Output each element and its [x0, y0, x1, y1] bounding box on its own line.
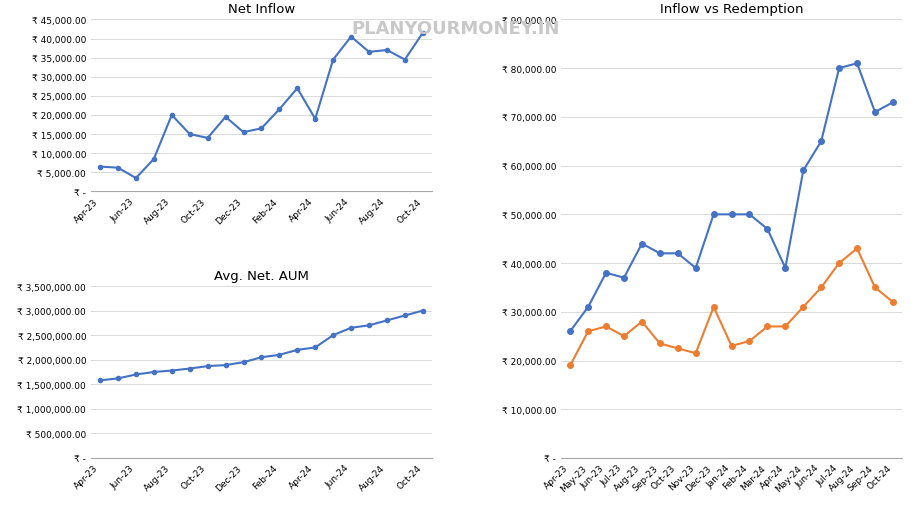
- Title: Net Inflow: Net Inflow: [228, 4, 295, 16]
- Inflow: [798, 168, 809, 174]
- Inflow: [815, 139, 826, 145]
- Inflow: [637, 241, 648, 247]
- Line: Inflow: Inflow: [568, 62, 896, 334]
- Inflow: [852, 61, 863, 67]
- Inflow: [600, 270, 611, 276]
- Redemption: [654, 341, 665, 347]
- Redemption: [637, 319, 648, 325]
- Redemption: [619, 333, 630, 340]
- Redemption: [834, 261, 844, 267]
- Inflow: [744, 212, 755, 218]
- Inflow: [583, 304, 594, 310]
- Redemption: [780, 324, 791, 330]
- Redemption: [726, 343, 737, 349]
- Inflow: [565, 329, 576, 335]
- Redemption: [565, 362, 576, 369]
- Title: Inflow vs Redemption: Inflow vs Redemption: [660, 4, 804, 16]
- Inflow: [726, 212, 737, 218]
- Redemption: [762, 324, 773, 330]
- Inflow: [780, 265, 791, 271]
- Inflow: [869, 110, 880, 116]
- Title: Avg. Net. AUM: Avg. Net. AUM: [214, 270, 309, 282]
- Inflow: [708, 212, 719, 218]
- Redemption: [583, 329, 594, 335]
- Redemption: [691, 351, 701, 357]
- Line: Redemption: Redemption: [568, 246, 896, 369]
- Inflow: [834, 66, 844, 72]
- Redemption: [672, 346, 683, 352]
- Redemption: [869, 285, 880, 291]
- Inflow: [887, 100, 898, 106]
- Inflow: [619, 275, 630, 281]
- Redemption: [887, 299, 898, 305]
- Inflow: [672, 251, 683, 257]
- Redemption: [852, 246, 863, 252]
- Redemption: [798, 304, 809, 310]
- Text: PLANYOURMONEY.IN: PLANYOURMONEY.IN: [352, 20, 559, 38]
- Inflow: [762, 227, 773, 233]
- Redemption: [600, 324, 611, 330]
- Redemption: [815, 285, 826, 291]
- Redemption: [744, 338, 755, 345]
- Redemption: [708, 304, 719, 310]
- Inflow: [654, 251, 665, 257]
- Inflow: [691, 265, 701, 271]
